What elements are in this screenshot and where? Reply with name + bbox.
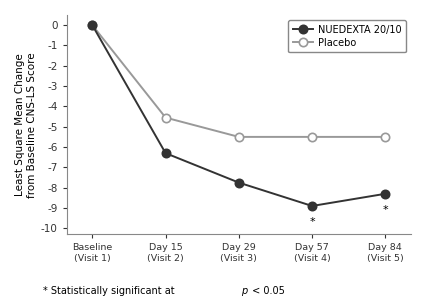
Placebo xyxy=(163,116,168,119)
NUEDEXTA 20/10 xyxy=(163,151,168,155)
Line: NUEDEXTA 20/10: NUEDEXTA 20/10 xyxy=(88,21,389,210)
NUEDEXTA 20/10 xyxy=(90,23,95,27)
Text: *: * xyxy=(383,205,388,215)
Y-axis label: Least Square Mean Change
from Baseline CNS-LS Score: Least Square Mean Change from Baseline C… xyxy=(15,52,37,198)
Text: * Statistically significant at: * Statistically significant at xyxy=(43,286,177,296)
NUEDEXTA 20/10 xyxy=(236,181,242,185)
Text: *: * xyxy=(309,217,315,227)
NUEDEXTA 20/10 xyxy=(383,192,388,196)
Placebo xyxy=(90,23,95,27)
Text: < 0.05: < 0.05 xyxy=(249,286,285,296)
NUEDEXTA 20/10 xyxy=(310,204,315,208)
Placebo xyxy=(310,135,315,139)
Placebo xyxy=(383,135,388,139)
Legend: NUEDEXTA 20/10, Placebo: NUEDEXTA 20/10, Placebo xyxy=(288,20,406,53)
Line: Placebo: Placebo xyxy=(88,21,389,141)
Placebo xyxy=(236,135,242,139)
Text: p: p xyxy=(241,286,247,296)
